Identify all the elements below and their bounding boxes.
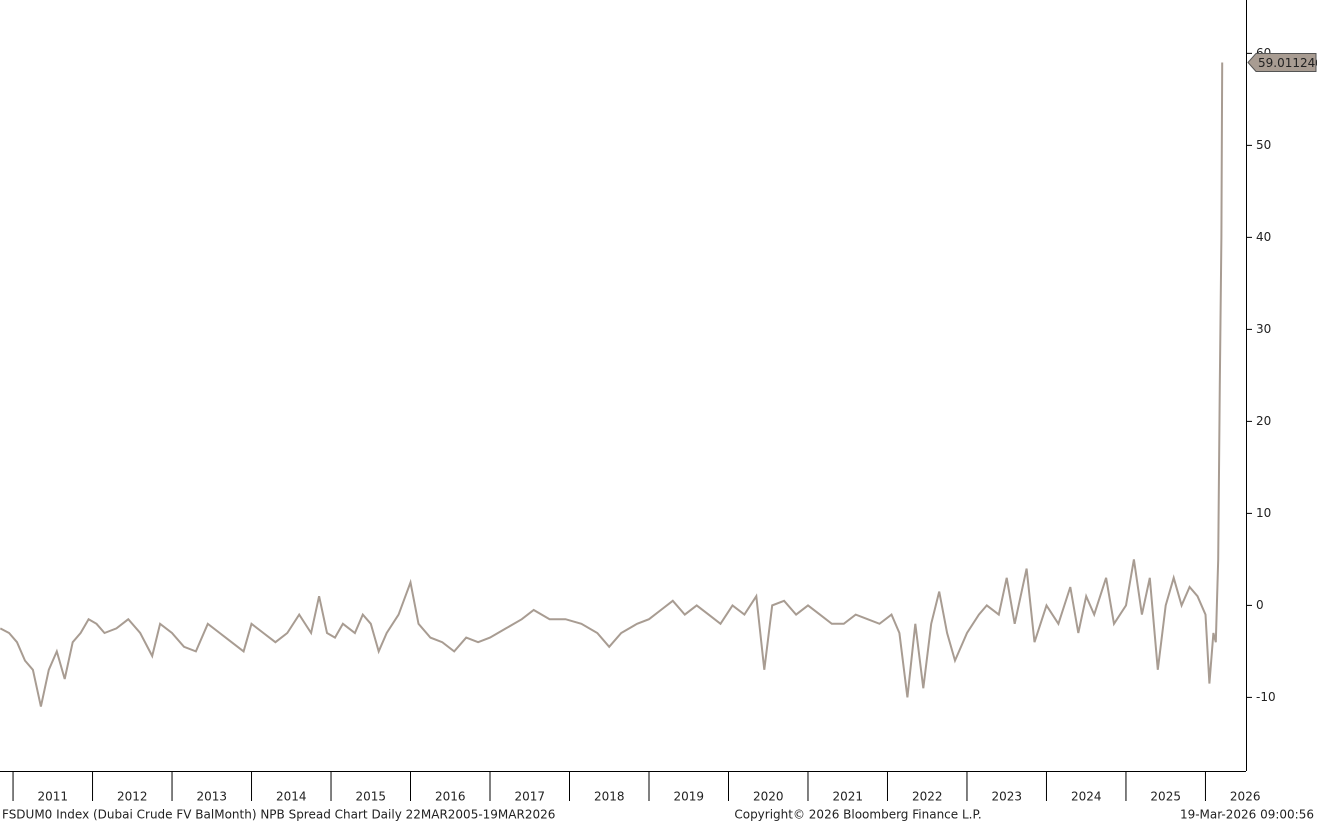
footer-center: Copyright© 2026 Bloomberg Finance L.P. [734, 808, 981, 822]
y-tick-label: 40 [1256, 230, 1271, 244]
y-tick-label: 10 [1256, 506, 1271, 520]
series-line [0, 62, 1224, 707]
y-tick-label: 50 [1256, 138, 1271, 152]
x-tick-label: 2026 [1230, 790, 1261, 804]
x-tick-label: 2022 [912, 790, 943, 804]
footer-right: 19-Mar-2026 09:00:56 [1180, 808, 1314, 822]
x-tick-label: 2019 [673, 790, 704, 804]
x-tick-label: 2012 [117, 790, 148, 804]
footer-left: FSDUM0 Index (Dubai Crude FV BalMonth) N… [2, 808, 555, 822]
x-tick-label: 2025 [1150, 790, 1181, 804]
x-tick-label: 2017 [514, 790, 545, 804]
last-value-label: 59.011246 [1258, 56, 1317, 70]
x-tick-label: 2013 [197, 790, 228, 804]
x-tick-label: 2023 [991, 790, 1022, 804]
y-tick-label: 0 [1256, 598, 1264, 612]
y-tick-label: 30 [1256, 322, 1271, 336]
x-tick-label: 2016 [435, 790, 466, 804]
last-value-box [1247, 52, 1317, 72]
x-tick-label: 2018 [594, 790, 625, 804]
x-tick-label: 2020 [753, 790, 784, 804]
x-tick-label: 2015 [355, 790, 386, 804]
x-tick-label: 2024 [1071, 790, 1102, 804]
y-tick-label: 20 [1256, 414, 1271, 428]
x-tick-label: 2011 [38, 790, 69, 804]
x-tick-label: 2014 [276, 790, 307, 804]
x-tick-label: 2021 [832, 790, 863, 804]
y-tick-label: -10 [1256, 690, 1276, 704]
